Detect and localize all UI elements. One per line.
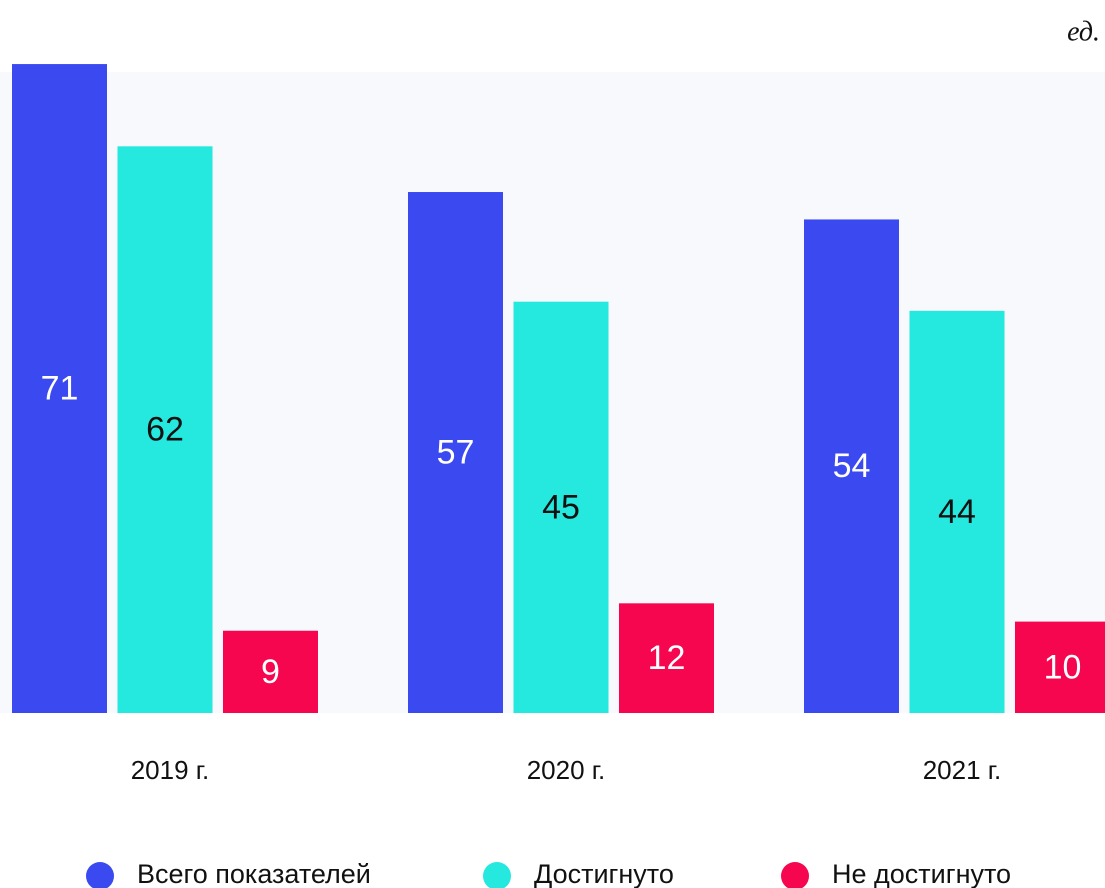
legend-swatch (86, 862, 114, 888)
legend-label: Не достигнуто (832, 859, 1011, 888)
bar (408, 192, 503, 713)
value-label: 71 (41, 370, 79, 408)
bar (223, 630, 318, 713)
bar (909, 310, 1005, 713)
value-label: 44 (938, 493, 976, 531)
value-label: 54 (833, 447, 871, 485)
bar (804, 219, 899, 713)
value-label: 57 (437, 433, 475, 471)
value-label: 62 (146, 411, 184, 449)
value-label: 45 (542, 488, 580, 526)
value-label: 9 (261, 653, 280, 691)
unit-label: ед. (1067, 16, 1100, 47)
value-label: 12 (648, 639, 686, 677)
bar (513, 301, 609, 713)
bar (117, 146, 213, 713)
legend-swatch (781, 862, 809, 888)
x-tick-label: 2019 г. (131, 755, 210, 785)
bar (1015, 621, 1105, 713)
legend-label: Всего показателей (137, 859, 371, 888)
legend-swatch (483, 862, 511, 888)
bar (619, 603, 714, 713)
bar (12, 64, 107, 713)
value-label: 10 (1044, 648, 1082, 686)
x-tick-label: 2020 г. (527, 755, 606, 785)
legend-label: Достигнуто (534, 859, 674, 888)
x-tick-label: 2021 г. (923, 755, 1002, 785)
